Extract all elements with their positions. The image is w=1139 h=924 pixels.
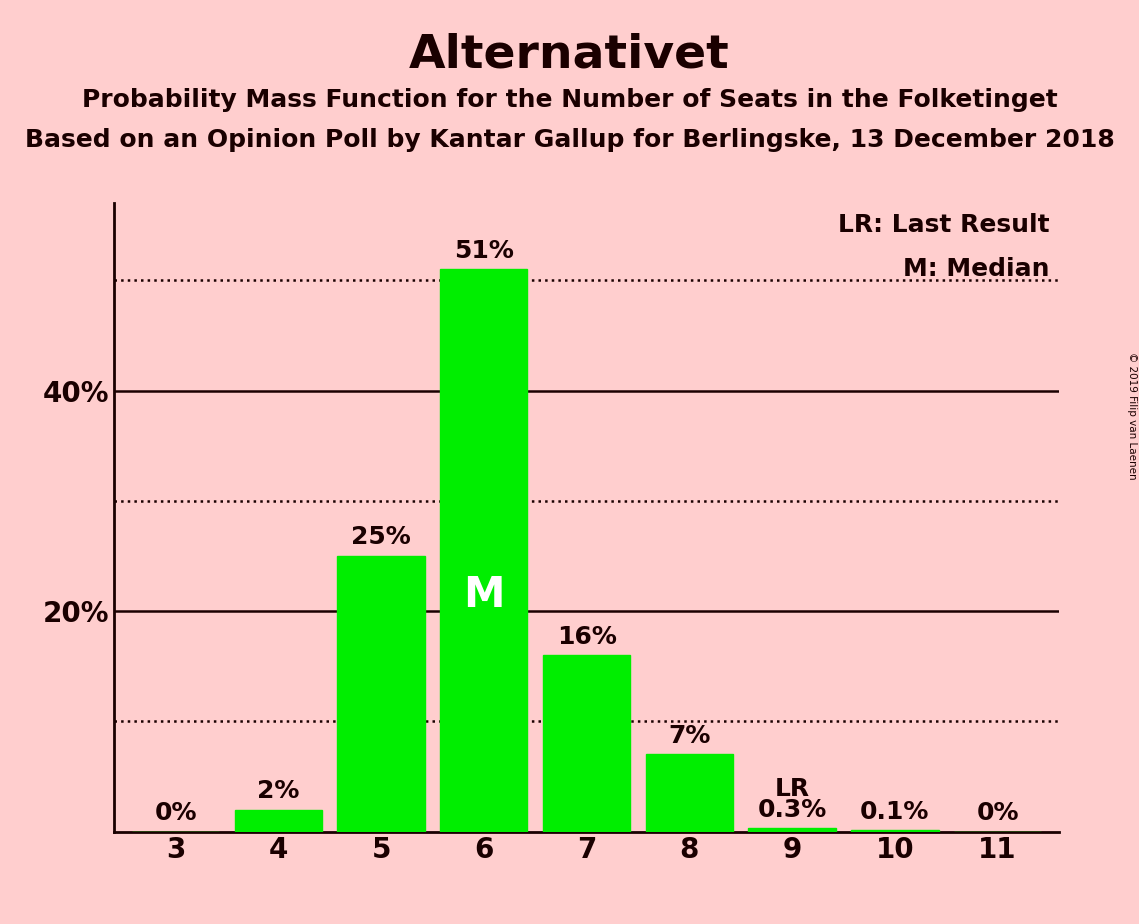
Text: 16%: 16% bbox=[557, 625, 616, 649]
Bar bbox=[851, 831, 939, 832]
Text: LR: LR bbox=[775, 777, 810, 801]
Bar bbox=[235, 809, 322, 832]
Text: 2%: 2% bbox=[257, 779, 300, 803]
Text: 0.3%: 0.3% bbox=[757, 797, 827, 821]
Text: M: Median: M: Median bbox=[903, 257, 1050, 281]
Bar bbox=[543, 655, 630, 832]
Bar bbox=[337, 556, 425, 832]
Text: LR: Last Result: LR: Last Result bbox=[838, 213, 1050, 237]
Text: M: M bbox=[464, 575, 505, 616]
Bar bbox=[748, 828, 836, 832]
Text: Alternativet: Alternativet bbox=[409, 32, 730, 78]
Text: 51%: 51% bbox=[453, 238, 514, 262]
Bar bbox=[440, 270, 527, 832]
Text: Based on an Opinion Poll by Kantar Gallup for Berlingske, 13 December 2018: Based on an Opinion Poll by Kantar Gallu… bbox=[25, 128, 1114, 152]
Text: 25%: 25% bbox=[351, 526, 411, 550]
Text: 0%: 0% bbox=[976, 801, 1019, 825]
Bar bbox=[646, 754, 734, 832]
Text: Probability Mass Function for the Number of Seats in the Folketinget: Probability Mass Function for the Number… bbox=[82, 88, 1057, 112]
Text: 7%: 7% bbox=[669, 723, 711, 748]
Text: 0.1%: 0.1% bbox=[860, 800, 929, 824]
Text: © 2019 Filip van Laenen: © 2019 Filip van Laenen bbox=[1126, 352, 1137, 480]
Text: 0%: 0% bbox=[154, 801, 197, 825]
